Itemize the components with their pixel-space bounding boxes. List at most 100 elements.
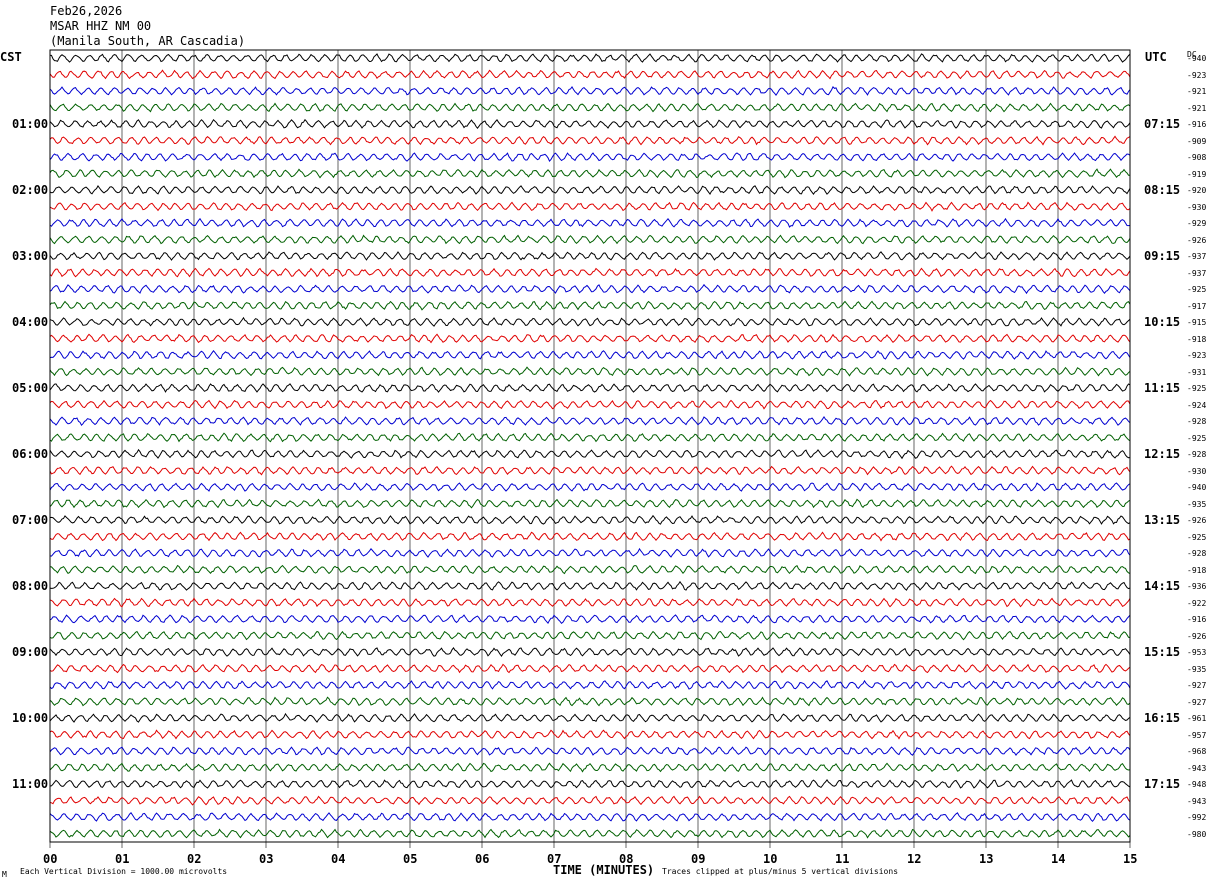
- dc-offset-label: -926: [1187, 631, 1207, 641]
- trace-43: [49, 762, 1131, 773]
- trace-18: [49, 350, 1131, 360]
- x-tick-label: 08: [619, 852, 634, 866]
- trace-34: [49, 614, 1131, 624]
- trace-23: [49, 432, 1131, 443]
- dc-header: DC: [1187, 50, 1197, 59]
- trace-25: [49, 465, 1131, 476]
- trace-47: [49, 828, 1131, 839]
- left-time-label: 08:00: [12, 579, 49, 593]
- x-tick-label: 04: [331, 852, 346, 866]
- trace-44: [49, 779, 1131, 789]
- left-time-label: 11:00: [12, 777, 49, 791]
- trace-19: [49, 366, 1131, 377]
- dc-offset-label: -921: [1187, 103, 1207, 113]
- trace-41: [49, 729, 1131, 740]
- left-time-label: 02:00: [12, 183, 49, 197]
- dc-offset-label: -957: [1187, 730, 1207, 740]
- trace-7: [49, 168, 1130, 179]
- trace-35: [49, 630, 1131, 641]
- dc-offset-label: -925: [1187, 384, 1207, 393]
- dc-offset-label: -921: [1187, 87, 1207, 96]
- right-time-label: 17:15: [1144, 777, 1181, 791]
- x-tick-label: 14: [1051, 852, 1066, 866]
- dc-offset-label: -937: [1187, 268, 1207, 278]
- header-location: (Manila South, AR Cascadia): [50, 34, 246, 48]
- x-tick-label: 01: [115, 852, 130, 866]
- trace-5: [49, 135, 1131, 146]
- dc-offset-label: -931: [1187, 367, 1207, 377]
- dc-offset-label: -925: [1187, 532, 1207, 542]
- plot-frame: [49, 49, 1131, 843]
- right-time-label: 11:15: [1144, 381, 1181, 395]
- dc-offset-label: -930: [1187, 202, 1207, 212]
- left-time-label: 03:00: [12, 249, 49, 263]
- trace-45: [49, 795, 1131, 806]
- left-time-label: 01:00: [12, 117, 49, 131]
- right-time-label: 08:15: [1144, 183, 1181, 197]
- dc-offset-label: -928: [1187, 549, 1207, 558]
- dc-offset-label: -936: [1187, 582, 1207, 591]
- left-time-label: 10:00: [12, 711, 49, 725]
- trace-38: [49, 679, 1131, 690]
- x-tick-label: 09: [691, 852, 706, 866]
- trace-28: [49, 514, 1131, 525]
- dc-offset-label: -980: [1187, 829, 1207, 839]
- dc-offset-label: -908: [1187, 153, 1207, 162]
- dc-offset-label: -916: [1187, 120, 1207, 129]
- dc-offset-label: -930: [1187, 466, 1207, 476]
- right-time-label: 13:15: [1144, 513, 1181, 527]
- dc-offset-label: -909: [1187, 136, 1207, 146]
- dc-offset-label: -918: [1187, 565, 1207, 575]
- dc-offset-label: -919: [1187, 169, 1207, 179]
- right-time-label: 14:15: [1144, 579, 1181, 593]
- trace-4: [49, 118, 1131, 130]
- x-axis-label: TIME (MINUTES): [553, 863, 655, 877]
- x-tick-label: 00: [43, 852, 58, 866]
- dc-offset-label: -940: [1187, 483, 1207, 492]
- dc-offset-label: -948: [1187, 780, 1207, 789]
- trace-17: [49, 333, 1131, 344]
- x-tick-label: 13: [979, 852, 994, 866]
- dc-offset-label: -940: [1187, 54, 1207, 63]
- x-tick-label: 10: [763, 852, 778, 866]
- trace-32: [49, 580, 1131, 591]
- trace-9: [49, 201, 1131, 212]
- trace-6: [49, 152, 1131, 162]
- right-time-label: 15:15: [1144, 645, 1181, 659]
- dc-offset-label: -926: [1187, 516, 1207, 525]
- dc-offset-label: -928: [1187, 450, 1207, 459]
- trace-31: [49, 564, 1131, 575]
- x-tick-label: 11: [835, 852, 850, 866]
- dc-offset-label: -968: [1187, 747, 1207, 756]
- left-time-label: 09:00: [12, 645, 49, 659]
- dc-offset-label: -927: [1187, 697, 1207, 707]
- dc-offset-label: -916: [1187, 615, 1207, 624]
- left-time-label: 06:00: [12, 447, 49, 461]
- right-time-label: 10:15: [1144, 315, 1181, 329]
- dc-offset-label: -923: [1187, 351, 1207, 360]
- dc-offset-label: -953: [1187, 648, 1207, 657]
- trace-0: [50, 53, 1131, 63]
- dc-offset-label: -961: [1187, 714, 1207, 723]
- trace-29: [49, 531, 1131, 542]
- trace-39: [49, 696, 1131, 707]
- seismic-traces: [49, 53, 1131, 839]
- trace-26: [49, 482, 1131, 492]
- dc-offset-label: -924: [1187, 400, 1207, 410]
- right-time-label: 12:15: [1144, 447, 1181, 461]
- dc-offset-label: -935: [1187, 499, 1207, 509]
- trace-8: [49, 184, 1131, 196]
- right-time-label: 16:15: [1144, 711, 1181, 725]
- x-tick-label: 15: [1123, 852, 1138, 866]
- left-time-label: 07:00: [12, 513, 49, 527]
- trace-27: [49, 498, 1131, 509]
- right-zone-label: UTC: [1145, 50, 1167, 64]
- clip-note: Traces clipped at plus/minus 5 vertical …: [662, 867, 899, 876]
- trace-46: [49, 812, 1131, 823]
- dc-offset-label: -920: [1187, 186, 1207, 195]
- trace-16: [49, 316, 1131, 327]
- x-tick-label: 07: [547, 852, 562, 866]
- x-tick-label: 03: [259, 852, 274, 866]
- x-tick-label: 05: [403, 852, 418, 866]
